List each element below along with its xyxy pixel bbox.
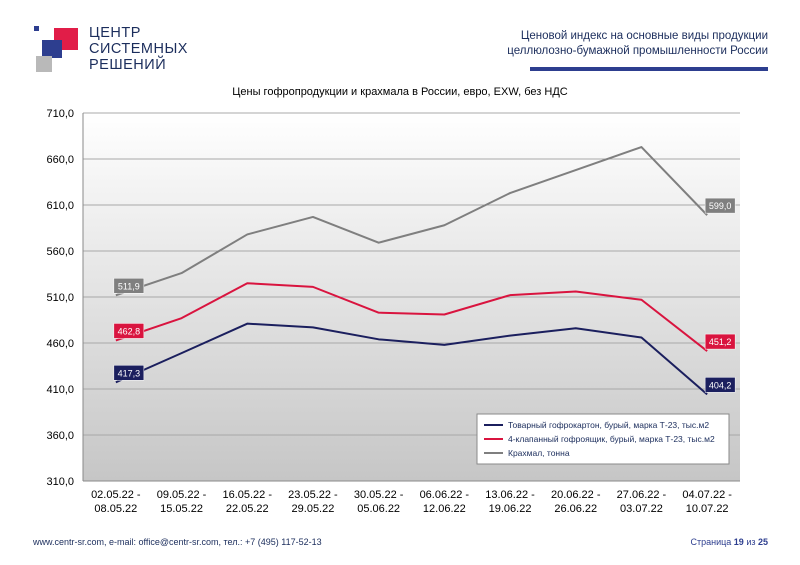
logo-line-3: РЕШЕНИЙ: [89, 57, 167, 73]
x-tick-label-line-2: 19.06.22: [489, 503, 532, 515]
data-labels: 417,3 404,2 462,8 451,2 511,9 599,0: [113, 197, 736, 393]
logo-line-1: ЦЕНТР: [89, 25, 141, 41]
y-axis-ticks: 710,0 660,0 610,0 560,0 510,0 460,0 410,0 360,0…: [46, 108, 74, 488]
legend-label: Крахмал, тонна: [508, 448, 570, 458]
report-header: Ценовой индекс на основные виды продукци…: [438, 29, 768, 59]
y-tick-label: 360,0: [46, 430, 74, 442]
x-tick-label-line-1: 04.07.22 -: [682, 489, 732, 501]
data-label-text: 417,3: [118, 368, 141, 378]
x-tick-label-line-1: 13.06.22 -: [485, 489, 535, 501]
legend-label: 4-клапанный гофроящик, бурый, марка Т-23…: [508, 434, 715, 444]
x-tick-label-line-2: 29.05.22: [292, 503, 335, 515]
company-logo: ЦЕНТР СИСТЕМНЫХ РЕШЕНИЙ: [34, 25, 194, 76]
x-tick-label-line-1: 16.05.22 -: [222, 489, 272, 501]
x-tick-label-line-1: 27.06.22 -: [617, 489, 667, 501]
x-tick-label-line-2: 03.07.22: [620, 503, 663, 515]
series-line: [115, 146, 708, 297]
data-label-text: 404,2: [709, 380, 732, 390]
data-label-text: 599,0: [709, 201, 732, 211]
data-label-text: 451,2: [709, 337, 732, 347]
data-label-text: 511,9: [118, 281, 140, 291]
y-tick-label: 510,0: [46, 292, 74, 304]
page-indicator: Страница 19 из 25: [690, 537, 768, 547]
data-label: 404,2: [704, 377, 736, 393]
y-tick-label: 460,0: [46, 338, 74, 350]
logo-mark-icon: [34, 26, 78, 72]
data-label: 451,2: [704, 333, 736, 350]
logo-text: ЦЕНТР СИСТЕМНЫХ РЕШЕНИЙ: [89, 25, 188, 73]
y-tick-label: 610,0: [46, 200, 74, 212]
legend-box: [476, 413, 730, 465]
x-tick-label-line-1: 09.05.22 -: [157, 489, 207, 501]
data-label-box: [113, 365, 145, 381]
page-number: 19: [733, 537, 744, 547]
data-label: 462,8: [113, 323, 145, 339]
data-label-box: [113, 323, 145, 339]
data-label-box: [113, 278, 145, 294]
x-tick-label-line-2: 15.05.22: [160, 503, 203, 515]
x-tick-label-line-2: 10.07.22: [686, 503, 729, 515]
x-tick-label-line-1: 20.06.22 -: [551, 489, 601, 501]
page-word: Страница: [690, 537, 732, 547]
data-label-box: [704, 333, 736, 350]
data-label: 511,9: [113, 278, 145, 294]
x-tick-label-line-1: 02.05.22 -: [91, 489, 141, 501]
x-tick-label-line-2: 05.06.22: [357, 503, 400, 515]
data-label-text: 462,8: [118, 326, 141, 336]
chart-legend: Товарный гофрокартон, бурый, марка Т-23,…: [476, 413, 730, 465]
data-label: 417,3: [113, 365, 145, 381]
data-label: 599,0: [704, 197, 736, 214]
y-tick-label: 560,0: [46, 246, 74, 258]
data-label-box: [704, 377, 736, 393]
of-word: из: [746, 537, 756, 547]
series-lines: [115, 146, 708, 396]
x-tick-label-line-2: 26.06.22: [554, 503, 597, 515]
x-tick-label-line-2: 08.05.22: [94, 503, 137, 515]
series-line: [115, 282, 708, 352]
x-axis-ticks: 02.05.22 - 08.05.22 09.05.22 - 15.05.22 16.0…: [91, 489, 732, 515]
x-tick-label-line-1: 06.06.22 -: [420, 489, 470, 501]
logo-line-2: СИСТЕМНЫХ: [89, 41, 188, 57]
y-tick-label: 710,0: [46, 108, 74, 120]
y-tick-label: 310,0: [46, 476, 74, 488]
report-header-line-1: Ценовой индекс на основные виды продукци…: [520, 30, 768, 42]
footer-contacts: www.centr-sr.com, e-mail: office@centr-s…: [33, 537, 322, 547]
x-tick-label-line-2: 12.06.22: [423, 503, 466, 515]
report-header-line-2: целлюлозно-бумажной промышленности Росси…: [507, 45, 768, 57]
x-tick-label-line-1: 23.05.22 -: [288, 489, 338, 501]
y-tick-label: 410,0: [46, 384, 74, 396]
x-tick-label-line-1: 30.05.22 -: [354, 489, 404, 501]
grid-lines: [82, 112, 740, 482]
page-total: 25: [757, 537, 768, 547]
y-tick-label: 660,0: [46, 154, 74, 166]
x-tick-label-line-2: 22.05.22: [226, 503, 269, 515]
series-line: [115, 322, 708, 396]
header-accent-bar: [530, 67, 768, 71]
legend-label: Товарный гофрокартон, бурый, марка Т-23,…: [508, 420, 709, 430]
chart-title: Цены гофропродукции и крахмала в России,…: [232, 86, 568, 98]
data-label-box: [704, 197, 736, 214]
